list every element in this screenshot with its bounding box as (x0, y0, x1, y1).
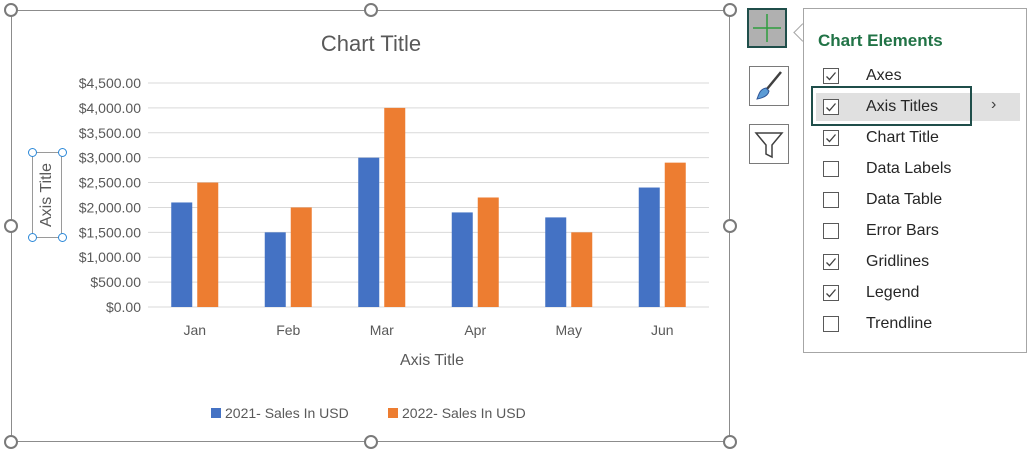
chart-title[interactable]: Chart Title (321, 31, 421, 56)
option-label: Trendline (866, 315, 933, 332)
bar-apr-2[interactable] (477, 197, 499, 307)
chart-elements-panel: Chart Elements Axes Axis Titles Chart Titl… (803, 8, 1027, 353)
checkbox[interactable] (823, 99, 839, 115)
y-tick-label: $3,000.00 (79, 150, 141, 166)
y-tick-label: $0.00 (106, 299, 141, 315)
y-axis-ticks: $0.00 $500.00 $1,000.00 $1,500.00 $2,000.00 $… (79, 75, 142, 315)
resize-handle-right[interactable] (723, 219, 737, 233)
x-tick-label: Jan (183, 322, 206, 338)
y-axis-title-box[interactable] (32, 152, 62, 238)
option-legend[interactable]: Legend (816, 279, 1020, 307)
option-label: Data Table (866, 191, 943, 208)
bar-may-2[interactable] (571, 232, 593, 307)
x-tick-label: Mar (370, 322, 394, 338)
chart-filters-button[interactable] (749, 124, 789, 164)
x-tick-label: Apr (464, 322, 486, 338)
checkbox[interactable] (823, 161, 839, 177)
y-tick-label: $2,000.00 (79, 199, 141, 215)
option-label: Axis Titles (866, 98, 939, 115)
bar-may-1[interactable] (545, 217, 567, 307)
resize-handle-bottom-left[interactable] (4, 435, 18, 449)
resize-handle-top[interactable] (364, 3, 378, 17)
bar-mar-1[interactable] (358, 157, 380, 307)
checkmark-icon (826, 103, 836, 112)
checkmark-icon (826, 72, 836, 81)
checkbox[interactable] (823, 130, 839, 146)
checkbox[interactable] (823, 285, 839, 301)
plus-icon (753, 14, 781, 42)
bar-jan-1[interactable] (171, 202, 193, 307)
paintbrush-icon (756, 71, 782, 100)
option-data-table[interactable]: Data Table (816, 186, 1020, 214)
y-title-handle-br[interactable] (58, 233, 67, 242)
y-tick-label: $4,000.00 (79, 100, 141, 116)
chart-elements-button[interactable] (747, 8, 787, 48)
resize-handle-bottom[interactable] (364, 435, 378, 449)
bars (171, 107, 686, 307)
resize-handle-bottom-right[interactable] (723, 435, 737, 449)
bar-jun-1[interactable] (638, 187, 660, 307)
y-axis-title[interactable]: Axis Title (38, 162, 55, 228)
bar-jun-2[interactable] (664, 162, 686, 307)
option-label: Data Labels (866, 160, 952, 177)
option-label: Gridlines (866, 253, 930, 270)
legend-swatch (388, 408, 398, 418)
panel-title: Chart Elements (818, 31, 943, 50)
option-label: Chart Title (866, 129, 939, 146)
option-label: Legend (866, 284, 920, 301)
option-axis-titles[interactable]: Axis Titles (816, 93, 1020, 121)
resize-handle-left[interactable] (4, 219, 18, 233)
chart-styles-button[interactable] (749, 66, 789, 106)
option-chart-title[interactable]: Chart Title (816, 124, 1020, 152)
option-gridlines[interactable]: Gridlines (816, 248, 1020, 276)
legend-label: 2021- Sales In USD (225, 405, 349, 421)
bar-mar-2[interactable] (384, 107, 406, 307)
bar-feb-1[interactable] (264, 232, 286, 307)
checkbox[interactable] (823, 68, 839, 84)
y-title-handle-tr[interactable] (58, 148, 67, 157)
x-tick-label: Jun (651, 322, 674, 338)
checkbox[interactable] (823, 223, 839, 239)
resize-handle-top-left[interactable] (4, 3, 18, 17)
bar-feb-2[interactable] (290, 207, 312, 307)
option-label: Axes (866, 67, 902, 84)
chart-svg: Chart Title $0.00 $500.00 $1,000.00 $1,500.… (79, 31, 709, 421)
legend-swatch (211, 408, 221, 418)
checkbox[interactable] (823, 254, 839, 270)
option-data-labels[interactable]: Data Labels (816, 155, 1020, 183)
funnel-icon (754, 132, 784, 159)
checkmark-icon (826, 258, 836, 267)
option-axes[interactable]: Axes (816, 62, 1020, 90)
y-tick-label: $3,500.00 (79, 125, 141, 141)
checkmark-icon (826, 134, 836, 143)
resize-handle-top-right[interactable] (723, 3, 737, 17)
x-axis-title[interactable]: Axis Title (400, 352, 464, 369)
gridlines (148, 82, 709, 308)
checkbox[interactable] (823, 192, 839, 208)
legend[interactable]: 2021- Sales In USD 2022- Sales In USD (211, 405, 526, 421)
x-tick-label: May (556, 322, 582, 338)
checkmark-icon (826, 289, 836, 298)
bar-jan-2[interactable] (197, 182, 219, 307)
x-axis-ticks: Jan Feb Mar Apr May Jun (183, 322, 673, 338)
x-tick-label: Feb (276, 322, 300, 338)
option-trendline[interactable]: Trendline (816, 310, 1020, 338)
legend-label: 2022- Sales In USD (402, 405, 526, 421)
y-tick-label: $4,500.00 (79, 75, 141, 91)
y-tick-label: $1,500.00 (79, 224, 141, 240)
axis-titles-submenu-arrow[interactable]: › (991, 96, 997, 113)
y-tick-label: $1,000.00 (79, 249, 141, 265)
option-label: Error Bars (866, 222, 939, 239)
bar-apr-1[interactable] (451, 212, 473, 307)
y-title-handle-bl[interactable] (28, 233, 37, 242)
y-tick-label: $500.00 (90, 274, 141, 290)
checkbox[interactable] (823, 316, 839, 332)
y-tick-label: $2,500.00 (79, 175, 141, 191)
y-title-handle-tl[interactable] (28, 148, 37, 157)
chart-area[interactable]: Chart Title $0.00 $500.00 $1,000.00 $1,500.… (11, 10, 730, 442)
option-error-bars[interactable]: Error Bars (816, 217, 1020, 245)
